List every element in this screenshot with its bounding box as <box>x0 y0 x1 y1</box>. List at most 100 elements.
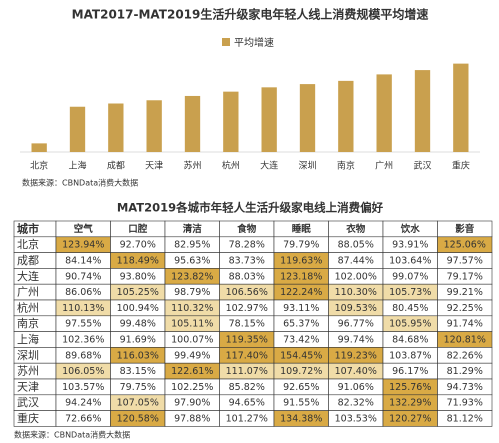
table-text: 90.74% <box>65 271 101 282</box>
table-text: 103.57% <box>62 382 104 393</box>
table-text: 83.73% <box>229 256 265 267</box>
table-text: 成都 <box>17 254 39 267</box>
table-text: 110.13% <box>62 303 104 314</box>
table-text: 99.07% <box>392 271 428 282</box>
source: 数据来源：CBNData消费大数据 <box>22 178 138 188</box>
bar <box>299 84 316 152</box>
table-text: 天津 <box>17 380 39 393</box>
bar <box>376 74 392 152</box>
table-text: 武汉 <box>17 396 39 409</box>
table-text: 79.75% <box>120 382 156 393</box>
table-text: 99.21% <box>447 287 483 298</box>
table-text: 132.29% <box>389 398 431 409</box>
table-text: 105.11% <box>171 319 213 330</box>
table-text: 73.42% <box>283 335 319 346</box>
table-text: 100.07% <box>171 335 213 346</box>
table-text: 102.36% <box>62 335 104 346</box>
x-tick-label: 大连 <box>260 160 278 172</box>
table-text: 72.66% <box>65 414 101 425</box>
table-text: 120.58% <box>117 414 159 425</box>
table-text: 106.05% <box>62 366 104 377</box>
table-text: 上海 <box>17 332 39 346</box>
table-text: 101.27% <box>226 414 268 425</box>
table-text: 119.63% <box>280 256 322 267</box>
table-text: 84.68% <box>392 335 428 346</box>
table-text: 103.53% <box>335 414 377 425</box>
table-header: 城市 <box>17 221 39 235</box>
table-text: 96.77% <box>338 319 374 330</box>
table-text: 102.25% <box>171 382 213 393</box>
table-text: 106.56% <box>226 287 268 298</box>
table-text: 87.44% <box>338 256 374 267</box>
x-tick-label: 苏州 <box>183 160 201 172</box>
table-text: 北京 <box>17 237 39 251</box>
bar <box>261 87 277 152</box>
table-text: 117.40% <box>226 350 268 361</box>
table-text: 79.79% <box>283 240 319 251</box>
table-text: 84.14% <box>65 256 101 267</box>
table-text: 86.06% <box>65 287 101 298</box>
table-text: 105.73% <box>389 287 431 298</box>
table-text: 102.97% <box>226 303 268 314</box>
table-text: 81.12% <box>447 414 483 425</box>
table-text: 119.23% <box>335 350 377 361</box>
bar <box>453 63 469 152</box>
table-header: 衣物 <box>346 223 366 235</box>
table-text: 105.95% <box>389 319 431 330</box>
table-text: 99.48% <box>120 319 156 330</box>
table-text: 120.27% <box>389 414 431 425</box>
table-text: 93.80% <box>120 271 156 282</box>
table-text: 杭州 <box>17 300 39 314</box>
bar <box>69 106 86 152</box>
x-tick-label: 北京 <box>30 160 48 172</box>
table-text: 92.25% <box>447 303 483 314</box>
table-text: 89.68% <box>65 350 101 361</box>
table-text: 110.30% <box>335 287 377 298</box>
table-header: 空气 <box>74 223 94 235</box>
table-text: 92.65% <box>283 382 319 393</box>
table-text: 91.69% <box>120 335 156 346</box>
table-text: 103.87% <box>389 350 431 361</box>
table-text: 深圳 <box>17 349 39 362</box>
table-text: 125.76% <box>389 382 431 393</box>
table-text: 154.45% <box>280 350 322 361</box>
bar <box>414 70 431 152</box>
table-text: 123.82% <box>171 271 213 282</box>
table-text: 103.64% <box>389 256 431 267</box>
table-text: 100.94% <box>117 303 159 314</box>
table-header: 影音 <box>455 223 475 235</box>
table-text: 110.32% <box>171 303 213 314</box>
table-text: 95.63% <box>174 256 210 267</box>
table-text: 78.15% <box>229 319 265 330</box>
table-text: 大连 <box>17 269 39 283</box>
x-tick-label: 上海 <box>68 160 86 172</box>
table-text: 97.57% <box>447 256 483 267</box>
table-text: 93.11% <box>283 303 319 314</box>
table-text: 82.95% <box>174 240 210 251</box>
table-text: 广州 <box>17 286 39 299</box>
table-text: 119.35% <box>226 335 268 346</box>
x-tick-label: 成都 <box>107 160 125 172</box>
table-text: 111.07% <box>226 366 268 377</box>
table-text: 94.24% <box>65 398 101 409</box>
bar <box>146 100 162 152</box>
table-text: 118.49% <box>117 256 159 267</box>
table-text: 107.40% <box>335 366 377 377</box>
table-text: 97.88% <box>174 414 210 425</box>
table-text: 重庆 <box>17 411 39 425</box>
x-tick-label: 天津 <box>145 161 163 172</box>
table-text: 82.26% <box>447 350 483 361</box>
bar <box>223 91 239 152</box>
chart-title: MAT2017-MAT2019生活升级家电年轻人线上消费规模平均增速 <box>72 7 429 22</box>
table-text: 122.24% <box>280 287 322 298</box>
table-text: 109.72% <box>280 366 322 377</box>
table-text: 65.37% <box>283 319 319 330</box>
table-text: 93.91% <box>392 240 428 251</box>
x-tick-label: 武汉 <box>413 160 431 172</box>
table-text: 116.03% <box>117 350 159 361</box>
table-source: 数据来源：CBNData消费大数据 <box>14 430 130 440</box>
x-tick-label: 杭州 <box>222 160 240 172</box>
table-text: 123.18% <box>280 271 322 282</box>
table-text: 南京 <box>17 316 39 330</box>
